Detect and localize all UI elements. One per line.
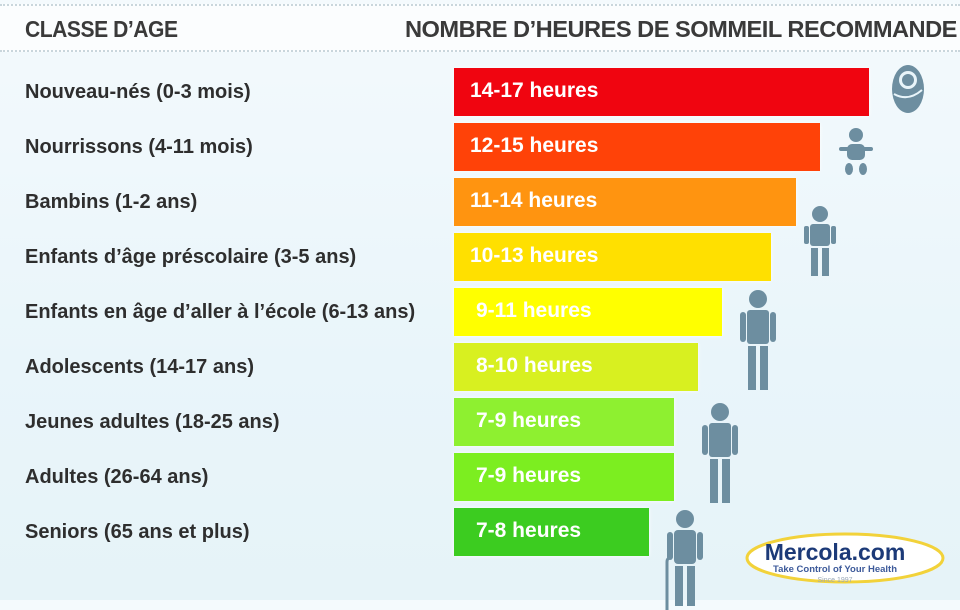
adult-icon: [702, 403, 738, 503]
age-class-label: Nourrissons (4-11 mois): [25, 136, 253, 158]
bar-hours-label: 11-14 heures: [470, 189, 598, 212]
bar-hours-label: 10-13 heures: [470, 244, 599, 267]
sleep-bar: 7-9 heures: [454, 398, 674, 446]
age-class-label: Jeunes adultes (18-25 ans): [25, 411, 280, 433]
sleep-bar: 10-13 heures: [454, 233, 772, 281]
age-class-label: Bambins (1-2 ans): [25, 191, 198, 213]
toddler-icon: [804, 206, 836, 276]
age-class-heading: CLASSE D’AGE: [25, 16, 178, 42]
mercola-logo: Mercola.com Take Control of Your Health …: [745, 532, 945, 584]
age-class-label: Enfants d’âge préscolaire (3-5 ans): [25, 246, 357, 268]
bar-hours-label: 7-9 heures: [476, 464, 582, 487]
age-class-label: Adultes (26-64 ans): [25, 466, 209, 488]
sleep-bar: 7-8 heures: [454, 508, 650, 556]
sleep-bar: 14-17 heures: [454, 68, 869, 116]
age-class-label: Adolescents (14-17 ans): [25, 356, 254, 378]
bar-hours-label: 14-17 heures: [470, 79, 599, 102]
bar-hours-label: 7-9 heures: [476, 409, 582, 432]
header-band: CLASSE D’AGE NOMBRE D’HEURES DE SOMMEIL …: [0, 4, 960, 52]
infant-icon: [839, 128, 873, 175]
sleep-hours-heading: NOMBRE D’HEURES DE SOMMEIL RECOMMANDE: [405, 16, 957, 42]
age-class-label: Nouveau-nés (0-3 mois): [25, 81, 251, 103]
sleep-bar: 11-14 heures: [454, 178, 796, 226]
svg-text:Since 1997: Since 1997: [817, 577, 852, 584]
svg-text:Take Control of Your Health: Take Control of Your Health: [773, 564, 897, 575]
child-icon: [740, 290, 776, 390]
age-class-label: Enfants en âge d’aller à l’école (6-13 a…: [25, 301, 416, 323]
bar-hours-label: 8-10 heures: [476, 354, 593, 377]
age-class-label: Seniors (65 ans et plus): [25, 521, 250, 543]
sleep-bar: 7-9 heures: [454, 453, 674, 501]
svg-text:Mercola.com: Mercola.com: [765, 539, 906, 565]
sleep-bar: 12-15 heures: [454, 123, 820, 171]
swaddled-baby-icon: [892, 65, 924, 113]
bar-hours-label: 12-15 heures: [470, 134, 599, 157]
bar-hours-label: 9-11 heures: [476, 299, 592, 322]
sleep-bar: 9-11 heures: [454, 288, 723, 336]
sleep-bar: 8-10 heures: [454, 343, 698, 391]
senior-with-cane-icon: [665, 510, 703, 610]
bar-hours-label: 7-8 heures: [476, 519, 582, 542]
